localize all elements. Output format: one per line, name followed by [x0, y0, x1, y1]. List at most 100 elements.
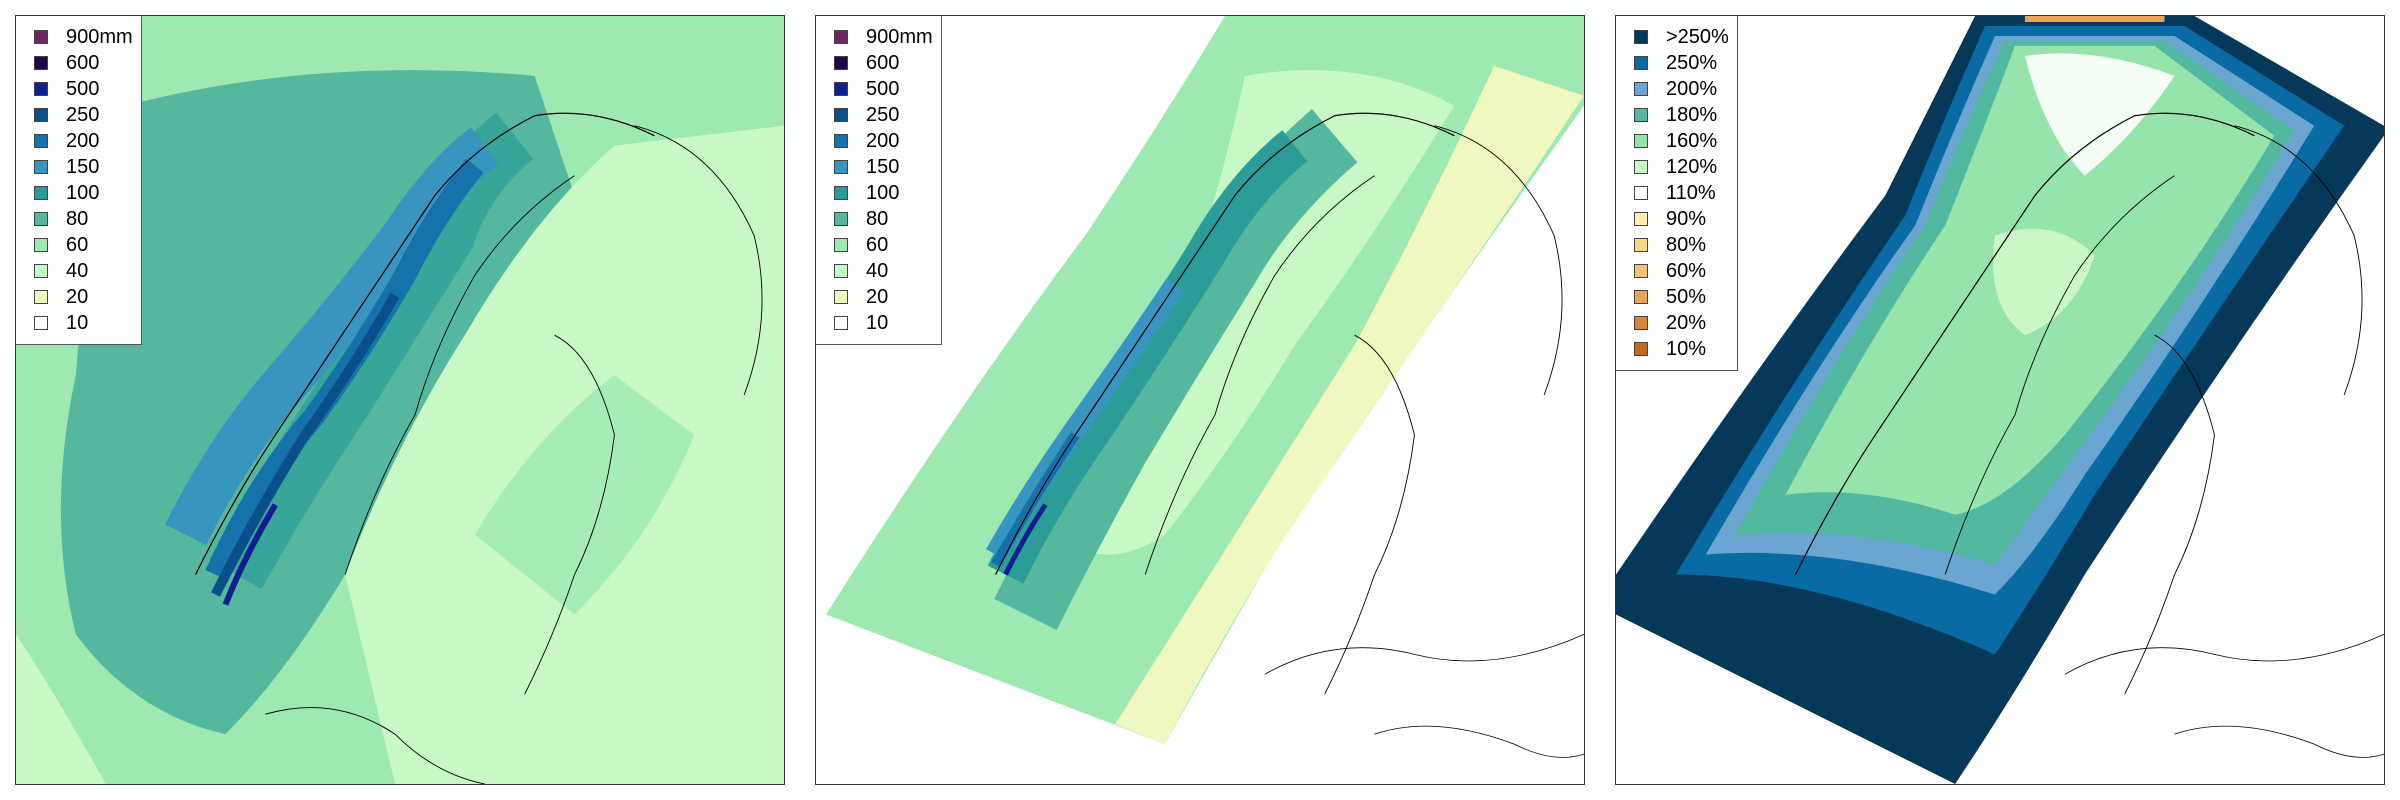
- legend-swatch: [834, 56, 848, 70]
- legend-swatch: [1634, 238, 1648, 252]
- legend-item: 100: [34, 180, 133, 206]
- legend-label: 80: [66, 207, 89, 230]
- legend-label: 10: [866, 311, 889, 334]
- legend-item: 100: [834, 180, 933, 206]
- legend-item: 500: [834, 76, 933, 102]
- legend-2: 900mm 600 500 250 200 150 100 80 60 40 2…: [816, 16, 942, 345]
- legend-item: 10%: [1634, 336, 1729, 362]
- legend-label: 500: [66, 77, 100, 100]
- legend-swatch: [834, 186, 848, 200]
- legend-label: 250: [66, 103, 100, 126]
- precip-map-1: [16, 16, 784, 784]
- legend-label: 20%: [1666, 311, 1707, 334]
- legend-item: 110%: [1634, 180, 1729, 206]
- legend-item: 160%: [1634, 128, 1729, 154]
- legend-label: 600: [866, 51, 900, 74]
- legend-swatch: [34, 316, 48, 330]
- precip-ratio-map-3: [1616, 16, 2384, 784]
- legend-label: 10%: [1666, 337, 1707, 360]
- legend-swatch: [1634, 316, 1648, 330]
- legend-label: 180%: [1666, 103, 1718, 126]
- legend-swatch: [834, 134, 848, 148]
- legend-swatch: [1634, 212, 1648, 226]
- legend-item: 120%: [1634, 154, 1729, 180]
- legend-item: 50%: [1634, 284, 1729, 310]
- legend-label: 900mm: [66, 25, 133, 48]
- legend-item: 80%: [1634, 232, 1729, 258]
- legend-label: 90%: [1666, 207, 1707, 230]
- legend-item: 60%: [1634, 258, 1729, 284]
- precip-map-2: [816, 16, 1584, 784]
- legend-swatch: [1634, 186, 1648, 200]
- legend-label: 600: [66, 51, 100, 74]
- legend-swatch: [1634, 160, 1648, 174]
- legend-label: 200: [866, 129, 900, 152]
- legend-swatch: [834, 238, 848, 252]
- legend-label: 250: [866, 103, 900, 126]
- legend-item: 900mm: [834, 24, 933, 50]
- legend-item: 250: [34, 102, 133, 128]
- legend-swatch: [834, 316, 848, 330]
- legend-swatch: [834, 108, 848, 122]
- legend-item: 200%: [1634, 76, 1729, 102]
- legend-label: 60%: [1666, 259, 1707, 282]
- legend-label: 40: [866, 259, 889, 282]
- legend-item: 250: [834, 102, 933, 128]
- legend-label: >250%: [1666, 25, 1729, 48]
- legend-swatch: [1634, 134, 1648, 148]
- legend-label: 900mm: [866, 25, 933, 48]
- legend-label: 10: [66, 311, 89, 334]
- legend-swatch: [834, 264, 848, 278]
- precip-ratio-map-panel-3: >250% 250% 200% 180% 160% 120% 110% 90% …: [1615, 15, 2385, 785]
- legend-swatch: [1634, 82, 1648, 96]
- legend-item: 600: [834, 50, 933, 76]
- legend-label: 100: [66, 181, 100, 204]
- legend-label: 150: [66, 155, 100, 178]
- legend-label: 200: [66, 129, 100, 152]
- legend-swatch: [834, 290, 848, 304]
- legend-swatch: [1634, 30, 1648, 44]
- legend-item: 900mm: [34, 24, 133, 50]
- legend-swatch: [834, 30, 848, 44]
- legend-item: 500: [34, 76, 133, 102]
- legend-swatch: [34, 186, 48, 200]
- legend-swatch: [34, 108, 48, 122]
- legend-swatch: [1634, 264, 1648, 278]
- legend-item: 60: [834, 232, 933, 258]
- legend-item: 20: [34, 284, 133, 310]
- legend-swatch: [834, 160, 848, 174]
- legend-item: 10: [34, 310, 133, 336]
- legend-label: 40: [66, 259, 89, 282]
- legend-item: 40: [834, 258, 933, 284]
- legend-label: 80: [866, 207, 889, 230]
- legend-label: 100: [866, 181, 900, 204]
- legend-label: 60: [866, 233, 889, 256]
- precip-map-panel-2: 900mm 600 500 250 200 150 100 80 60 40 2…: [815, 15, 1585, 785]
- legend-swatch: [34, 212, 48, 226]
- legend-item: 250%: [1634, 50, 1729, 76]
- legend-item: 90%: [1634, 206, 1729, 232]
- legend-item: 20: [834, 284, 933, 310]
- legend-item: 40: [34, 258, 133, 284]
- legend-swatch: [1634, 108, 1648, 122]
- legend-label: 250%: [1666, 51, 1718, 74]
- legend-swatch: [34, 238, 48, 252]
- legend-swatch: [834, 212, 848, 226]
- legend-item: 180%: [1634, 102, 1729, 128]
- legend-label: 110%: [1666, 181, 1716, 204]
- legend-swatch: [34, 82, 48, 96]
- legend-swatch: [34, 264, 48, 278]
- legend-item: 200: [834, 128, 933, 154]
- legend-item: 20%: [1634, 310, 1729, 336]
- legend-item: 10: [834, 310, 933, 336]
- legend-item: 60: [34, 232, 133, 258]
- precip-map-panel-1: 900mm 600 500 250 200 150 100 80 60 40 2…: [15, 15, 785, 785]
- legend-label: 150: [866, 155, 900, 178]
- legend-item: 150: [34, 154, 133, 180]
- legend-swatch: [34, 30, 48, 44]
- legend-swatch: [34, 56, 48, 70]
- legend-item: 80: [34, 206, 133, 232]
- legend-swatch: [34, 160, 48, 174]
- legend-item: 600: [34, 50, 133, 76]
- legend-item: 80: [834, 206, 933, 232]
